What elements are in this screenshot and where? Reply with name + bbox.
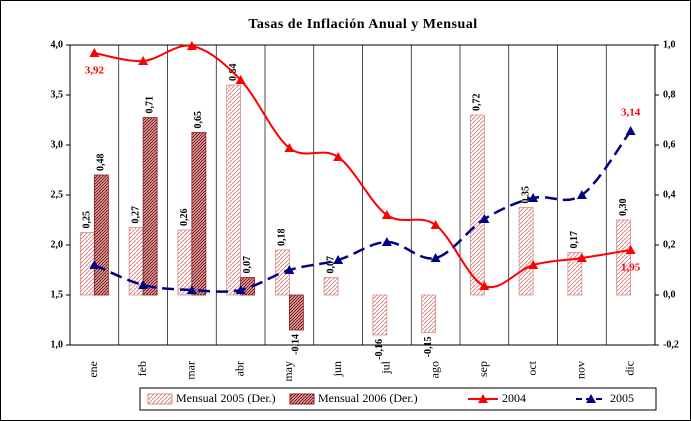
legend bbox=[139, 387, 657, 411]
x-tick-label: mar bbox=[184, 361, 198, 380]
x-tick-label: may bbox=[281, 361, 295, 382]
bar bbox=[567, 252, 583, 296]
bar bbox=[93, 174, 109, 296]
y2-tick-label: 1,0 bbox=[663, 39, 676, 50]
legend-swatch bbox=[289, 393, 315, 405]
line-value-label: 1,95 bbox=[621, 262, 641, 274]
line-marker bbox=[625, 245, 636, 254]
y2-tick-label: 0,8 bbox=[663, 89, 676, 100]
x-tick-label: dic bbox=[622, 361, 636, 376]
y-tick-label: 3,5 bbox=[51, 89, 64, 100]
y-tick-label: 1,0 bbox=[51, 339, 64, 350]
chart-title: Tasas de Inflación Anual y Mensual bbox=[248, 17, 477, 32]
line-marker bbox=[138, 56, 149, 65]
bar-value-label: -0,14 bbox=[291, 334, 302, 355]
bar-value-label: 0,18 bbox=[277, 229, 288, 247]
y2-tick-label: -0,2 bbox=[663, 339, 679, 350]
line-marker bbox=[89, 48, 100, 57]
x-tick-label: sep bbox=[476, 361, 490, 377]
legend-label: 2005 bbox=[610, 391, 634, 405]
line-marker bbox=[479, 281, 490, 290]
line-marker bbox=[89, 260, 100, 269]
y-tick-label: 2,0 bbox=[51, 239, 64, 250]
bar bbox=[177, 229, 193, 296]
y2-tick-label: 0,4 bbox=[663, 189, 676, 200]
bar bbox=[518, 207, 534, 296]
bar-value-label: 0,07 bbox=[242, 256, 253, 274]
x-tick-label: jun bbox=[330, 361, 344, 377]
bar-value-label: 0,65 bbox=[193, 111, 204, 129]
legend-marker bbox=[478, 394, 488, 403]
bar bbox=[79, 232, 95, 296]
x-tick-label: nov bbox=[574, 361, 588, 379]
x-tick-label: abr bbox=[232, 361, 246, 376]
legend-label: 2004 bbox=[502, 391, 526, 405]
bar bbox=[616, 219, 632, 296]
bar-value-label: -0,16 bbox=[374, 339, 385, 360]
y2-tick-label: 0,0 bbox=[663, 289, 676, 300]
line-marker bbox=[576, 253, 587, 262]
line-marker bbox=[430, 220, 441, 229]
bar-value-label: 0,07 bbox=[325, 256, 336, 274]
legend-marker bbox=[586, 394, 596, 403]
line-marker bbox=[381, 237, 392, 246]
bar-value-label: 0,48 bbox=[96, 154, 107, 172]
line-marker bbox=[528, 260, 539, 269]
bar-value-label: 0,71 bbox=[144, 96, 155, 114]
bar-value-label: 0,35 bbox=[520, 186, 531, 204]
bar-value-label: 0,25 bbox=[82, 211, 93, 229]
bar-value-label: 0,27 bbox=[130, 206, 141, 224]
line-value-label: 3,92 bbox=[85, 65, 105, 77]
line-marker bbox=[381, 210, 392, 219]
bar-value-label: -0,15 bbox=[423, 337, 434, 358]
line-marker bbox=[284, 143, 295, 152]
line-marker bbox=[333, 255, 344, 264]
bar bbox=[372, 294, 388, 336]
x-tick-label: jul bbox=[379, 360, 393, 374]
x-tick-label: ago bbox=[427, 361, 441, 378]
y-tick-label: 2,5 bbox=[51, 189, 64, 200]
line-marker bbox=[186, 41, 197, 50]
x-tick-label: feb bbox=[135, 361, 149, 376]
x-tick-label: oct bbox=[525, 360, 539, 375]
bar-value-label: 0,30 bbox=[618, 199, 629, 217]
line-marker bbox=[528, 193, 539, 202]
line-marker bbox=[430, 253, 441, 262]
bar bbox=[288, 294, 304, 331]
bar bbox=[323, 277, 339, 296]
line-value-label: 3,14 bbox=[621, 107, 641, 119]
bar-value-label: 0,26 bbox=[179, 209, 190, 227]
line-marker bbox=[138, 280, 149, 289]
bar bbox=[191, 132, 207, 296]
bar bbox=[226, 84, 242, 296]
y-tick-label: 1,5 bbox=[51, 289, 64, 300]
line-marker bbox=[186, 285, 197, 294]
x-tick-label: ene bbox=[86, 361, 100, 378]
legend-swatch bbox=[147, 393, 173, 405]
line-marker bbox=[576, 190, 587, 199]
line-marker bbox=[479, 214, 490, 223]
line-marker bbox=[333, 152, 344, 161]
legend-label: Mensual 2005 (Der.) bbox=[176, 391, 276, 405]
y2-tick-label: 0,6 bbox=[663, 139, 676, 150]
bar-value-label: 0,17 bbox=[569, 231, 580, 249]
bar-value-label: 0,72 bbox=[472, 94, 483, 112]
y2-tick-label: 0,2 bbox=[663, 239, 676, 250]
line-marker bbox=[235, 75, 246, 84]
y-tick-label: 3,0 bbox=[51, 139, 64, 150]
line-marker bbox=[235, 285, 246, 294]
bar bbox=[469, 114, 485, 296]
legend-label: Mensual 2006 (Der.) bbox=[318, 391, 418, 405]
y-tick-label: 4,0 bbox=[51, 39, 64, 50]
line-marker bbox=[284, 265, 295, 274]
line-marker bbox=[625, 126, 636, 135]
bar bbox=[142, 117, 158, 296]
bar bbox=[421, 294, 437, 333]
